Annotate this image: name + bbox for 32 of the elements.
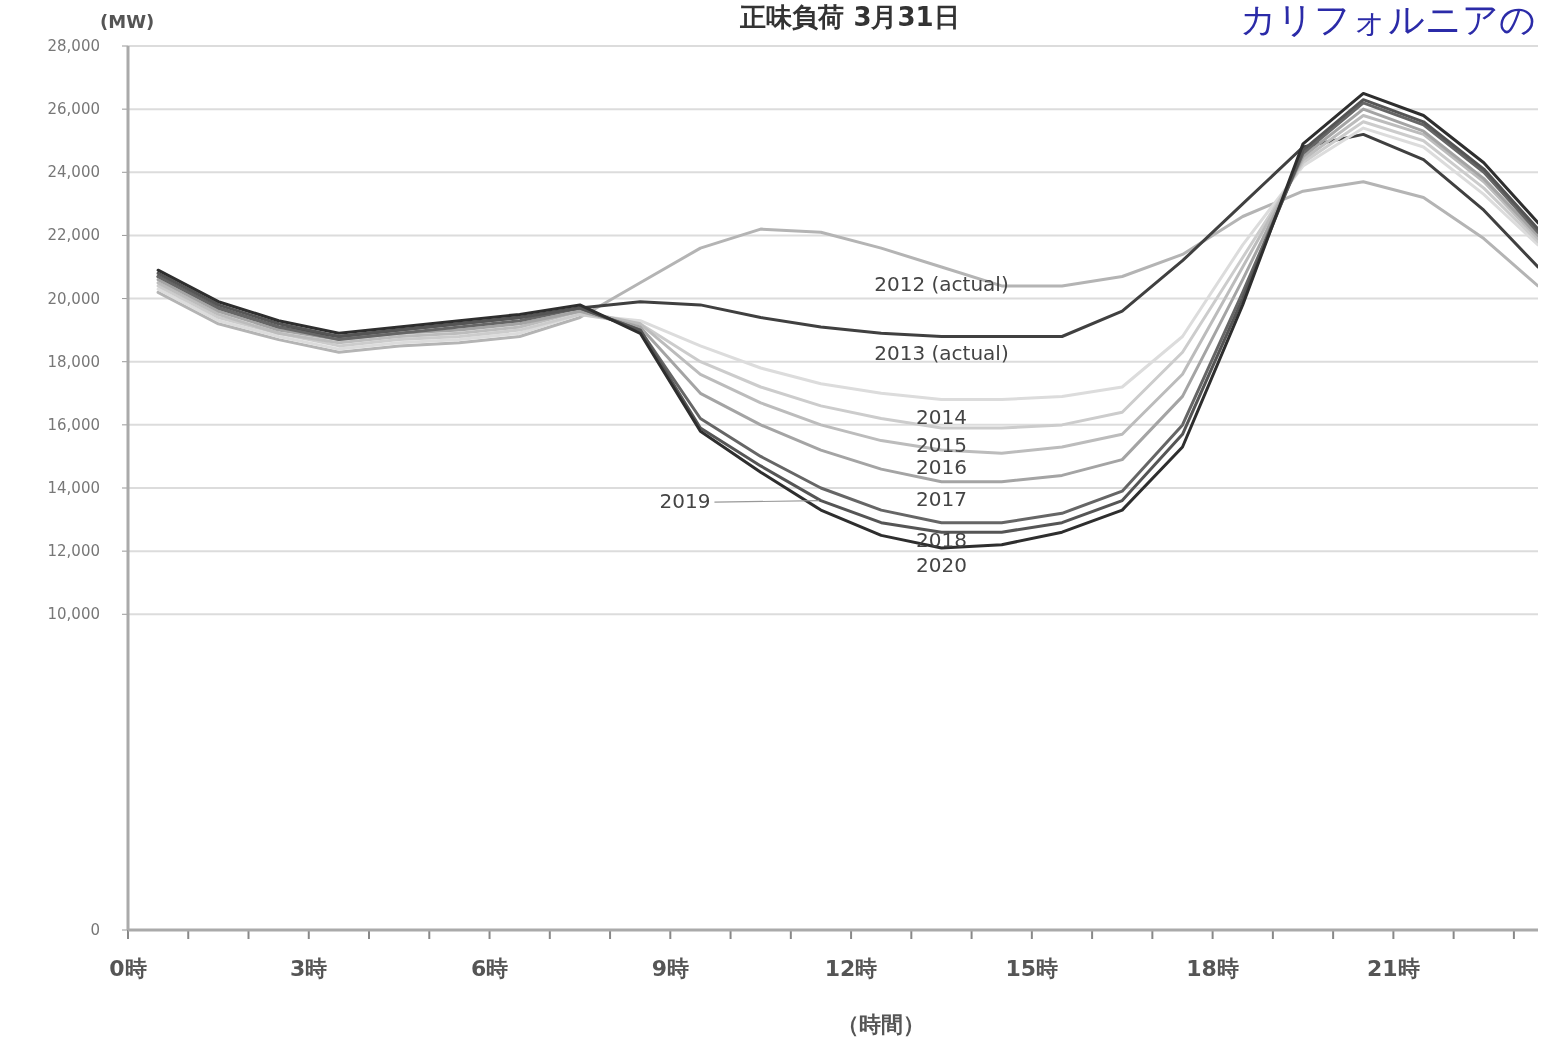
series-label: 2013 (actual) xyxy=(874,341,1009,366)
y-tick-label: 20,000 xyxy=(47,289,100,308)
series-label: 2018 xyxy=(916,527,967,552)
y-tick-label: 26,000 xyxy=(47,100,100,119)
x-tick-label: 18時 xyxy=(1186,956,1239,981)
text: 2019 xyxy=(659,489,711,514)
y-tick-label: 12,000 xyxy=(47,542,100,561)
x-tick-label: 15時 xyxy=(1005,956,1059,981)
series-label: 2016 xyxy=(916,455,967,480)
text: カリフォルニアの xyxy=(1240,0,1536,40)
series-label: 2014 xyxy=(916,404,967,429)
series-label: 2015 xyxy=(916,433,967,458)
y-tick-label: 16,000 xyxy=(47,415,100,434)
y-tick-label: 14,000 xyxy=(47,479,100,497)
series-label: 2012 (actual) xyxy=(874,272,1009,296)
chart-title: 正味負荷 3月31日 xyxy=(739,2,960,32)
y-tick-label: 0 xyxy=(90,921,100,939)
x-tick-label: 6時 xyxy=(470,956,509,981)
x-tick-label: 9時 xyxy=(651,956,689,981)
x-tick-label: 21時 xyxy=(1367,956,1420,981)
series-label: 2020 xyxy=(916,552,967,577)
y-tick-label: 10,000 xyxy=(47,605,100,624)
x-tick-label: 0時 xyxy=(109,956,147,981)
x-axis-title: （時間） xyxy=(837,1012,926,1037)
x-tick-label: 3時 xyxy=(290,956,328,981)
x-tick-label: 12時 xyxy=(824,956,878,981)
y-tick-label: 28,000 xyxy=(47,37,100,55)
y-axis-title: (MW) xyxy=(100,11,155,32)
series-label: 2017 xyxy=(916,486,967,511)
y-tick-label: 22,000 xyxy=(47,226,100,245)
y-tick-label: 18,000 xyxy=(47,352,100,371)
y-tick-label: 24,000 xyxy=(47,163,100,182)
